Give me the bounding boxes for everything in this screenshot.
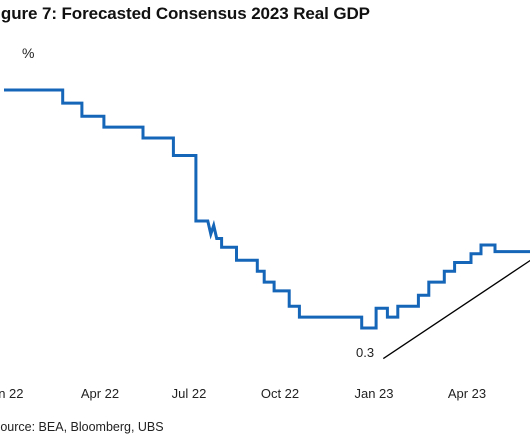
series-line	[4, 88, 530, 330]
x-tick-label: Jul 22	[172, 386, 207, 401]
trend-line	[382, 259, 530, 360]
x-tick-label: Apr 23	[448, 386, 486, 401]
chart-title: Figure 7: Forecasted Consensus 2023 Real…	[0, 4, 370, 23]
source-note: Source: BEA, Bloomberg, UBS	[0, 420, 164, 434]
trend-start-annotation: 0.3	[356, 345, 374, 360]
x-tick-label: Apr 22	[81, 386, 119, 401]
x-tick-label: Jan 23	[354, 386, 393, 401]
y-unit-label: %	[22, 45, 35, 61]
x-tick-label: Jan 22	[0, 386, 24, 401]
x-tick-label: Oct 22	[261, 386, 299, 401]
